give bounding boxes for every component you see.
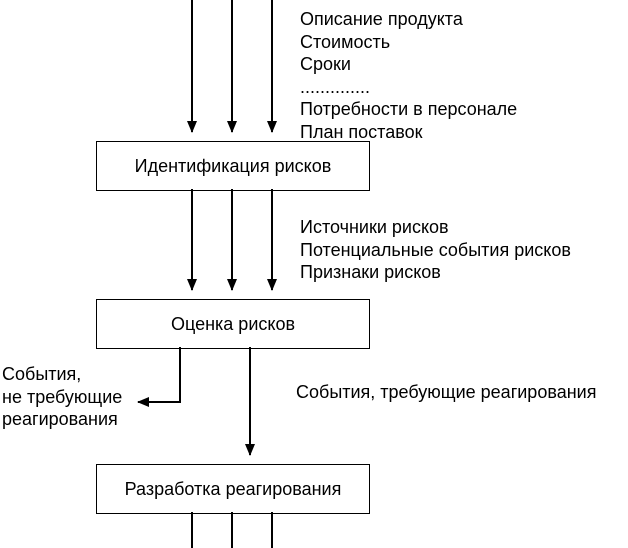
input-label-5: План поставок — [300, 121, 517, 144]
right-branch-label-0: События, требующие реагирования — [296, 381, 596, 404]
edge-b_left — [138, 347, 180, 402]
risk-source-label-1: Потенциальные события рисков — [300, 239, 571, 262]
input-labels: Описание продукта Стоимость Сроки ......… — [300, 8, 517, 143]
left-branch-label-1: не требующие — [2, 386, 122, 409]
risk-source-label-0: Источники рисков — [300, 216, 571, 239]
risk-source-labels: Источники рисков Потенциальные события р… — [300, 216, 571, 284]
left-branch-label: События, не требующие реагирования — [2, 363, 122, 431]
node-identification: Идентификация рисков — [96, 141, 370, 191]
node-assessment-label: Оценка рисков — [171, 314, 295, 335]
input-label-0: Описание продукта — [300, 8, 517, 31]
flowchart-canvas: Идентификация рисков Оценка рисков Разра… — [0, 0, 628, 548]
node-identification-label: Идентификация рисков — [135, 156, 332, 177]
node-response-label: Разработка реагирования — [125, 479, 342, 500]
node-response: Разработка реагирования — [96, 464, 370, 514]
risk-source-label-2: Признаки рисков — [300, 261, 571, 284]
input-label-1: Стоимость — [300, 31, 517, 54]
left-branch-label-0: События, — [2, 363, 122, 386]
input-label-2: Сроки — [300, 53, 517, 76]
input-label-3: .............. — [300, 76, 517, 99]
right-branch-label: События, требующие реагирования — [296, 381, 596, 404]
node-assessment: Оценка рисков — [96, 299, 370, 349]
input-label-4: Потребности в персонале — [300, 98, 517, 121]
left-branch-label-2: реагирования — [2, 408, 122, 431]
